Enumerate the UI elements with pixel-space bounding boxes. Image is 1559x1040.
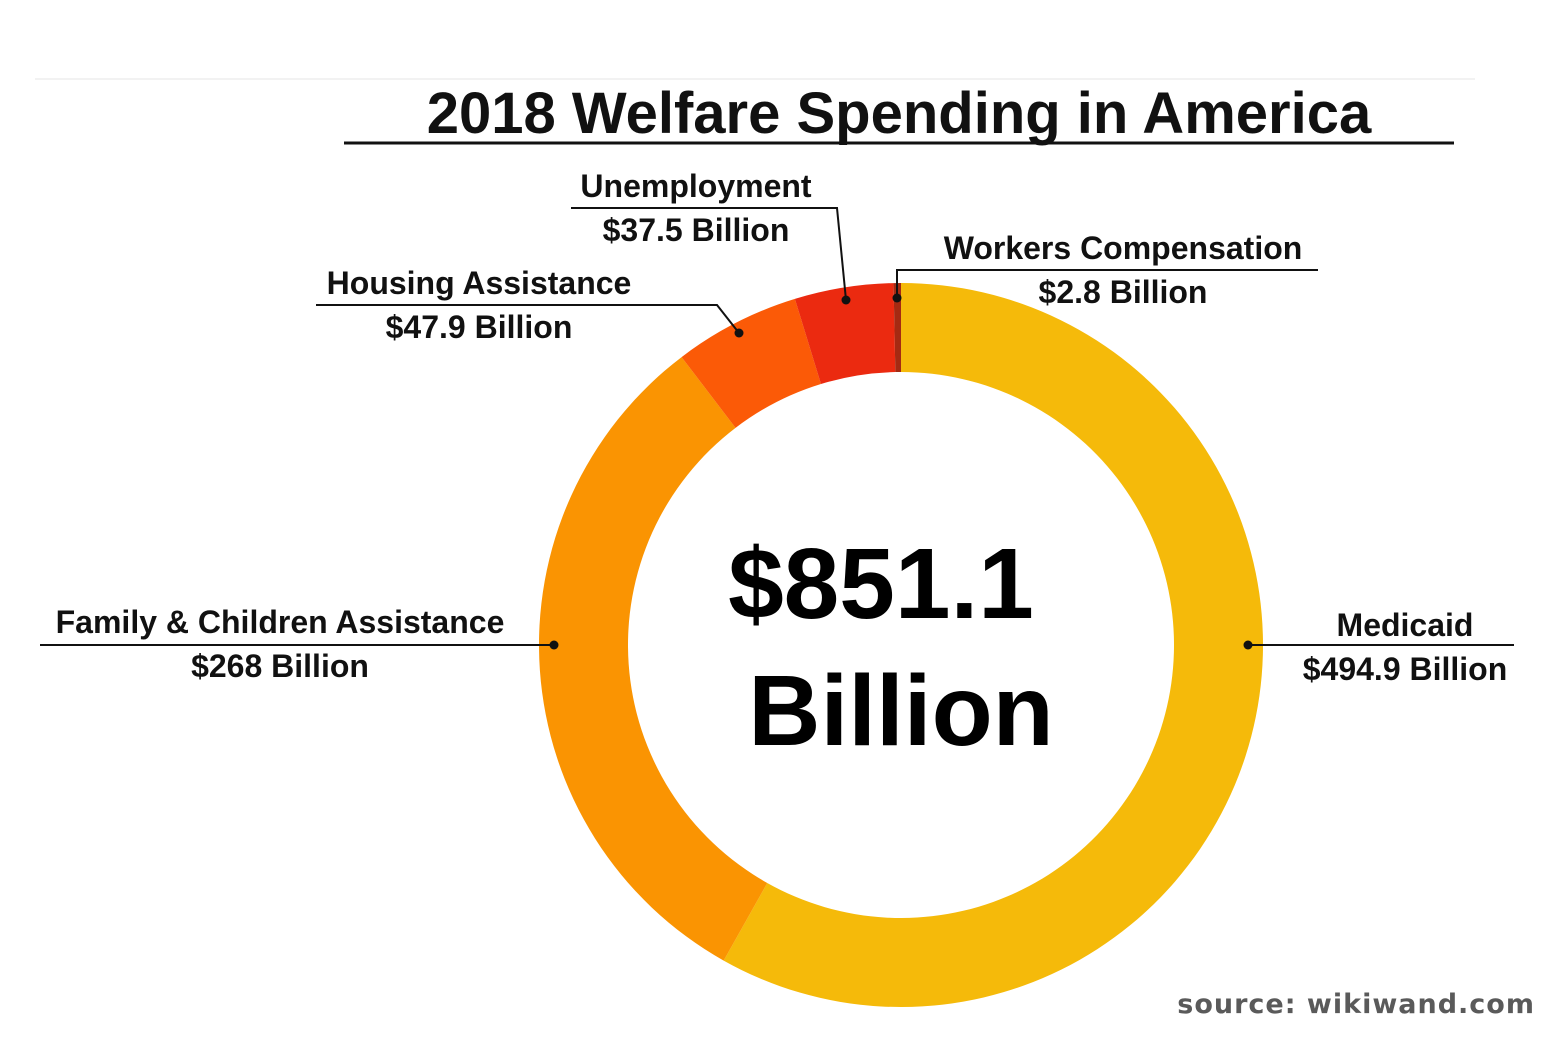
slice-value: $494.9 Billion: [1303, 651, 1508, 687]
chart-title: 2018 Welfare Spending in America: [427, 81, 1372, 146]
slice-name: Unemployment: [580, 168, 811, 204]
total-amount: $851.1: [728, 528, 1034, 640]
donut-slice: [681, 298, 821, 428]
slice-name: Family & Children Assistance: [56, 604, 505, 640]
slice-label: Unemployment $37.5 Billion: [571, 168, 851, 305]
leader-dot: [892, 293, 902, 303]
donut-slices: [539, 283, 1263, 1007]
slice-labels: Medicaid $494.9 Billion Family & Children …: [40, 168, 1514, 687]
leader-line: [316, 304, 740, 334]
slice-name: Workers Compensation: [944, 230, 1303, 266]
slice-value: $37.5 Billion: [603, 212, 790, 248]
slice-name: Medicaid: [1337, 607, 1474, 643]
donut-slice: [723, 283, 1263, 1007]
total-unit: Billion: [748, 655, 1054, 767]
leader-dot: [549, 640, 559, 650]
slice-label: Family & Children Assistance $268 Billion: [40, 604, 559, 684]
slice-name: Housing Assistance: [327, 265, 632, 301]
donut-slice: [893, 283, 901, 373]
leader-dot: [734, 328, 744, 338]
source-note: source: wikiwand.com: [1177, 989, 1535, 1020]
leader-dot: [841, 295, 851, 305]
leader-line: [896, 269, 1318, 298]
slice-label: Medicaid $494.9 Billion: [1243, 607, 1514, 687]
slice-label: Housing Assistance $47.9 Billion: [316, 265, 744, 345]
slice-label: Workers Compensation $2.8 Billion: [892, 230, 1318, 310]
donut-slice: [794, 283, 896, 384]
leader-line: [571, 207, 847, 301]
slice-value: $268 Billion: [191, 648, 369, 684]
slice-value: $2.8 Billion: [1039, 274, 1208, 310]
leader-dot: [1243, 640, 1253, 650]
slice-value: $47.9 Billion: [386, 309, 573, 345]
donut-slice: [539, 357, 768, 961]
